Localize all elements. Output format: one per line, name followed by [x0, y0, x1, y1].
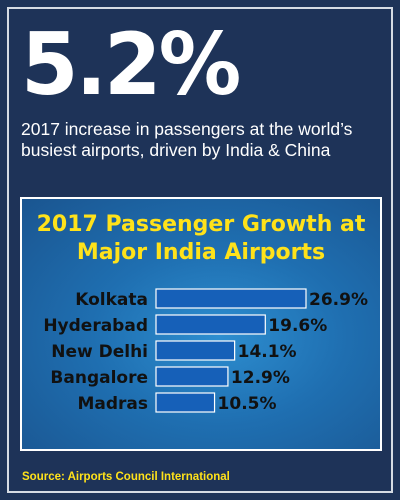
bar: [155, 288, 307, 309]
bar: [155, 366, 229, 387]
category-label: Kolkata: [75, 290, 148, 310]
category-label: Madras: [77, 394, 148, 414]
chart-title-line-2: Major India Airports: [76, 240, 326, 265]
chart-title: 2017 Passenger Growth at Major India Air…: [22, 211, 380, 267]
headline-stat: 5.2%: [21, 15, 241, 115]
value-label: 14.1%: [238, 342, 297, 362]
subheadline: 2017 increase in passengers at the world…: [21, 119, 353, 160]
value-label: 10.5%: [218, 394, 277, 414]
value-label: 26.9%: [309, 290, 368, 310]
chart-panel: 2017 Passenger Growth at Major India Air…: [20, 197, 382, 451]
category-label: New Delhi: [51, 342, 148, 362]
value-label: 19.6%: [268, 316, 327, 336]
value-label: 12.9%: [231, 368, 290, 388]
chart-title-line-1: 2017 Passenger Growth at: [36, 212, 366, 237]
category-label: Hyderabad: [43, 316, 148, 336]
bar-chart: Kolkata 26.9% Hyderabad 19.6% New Delhi 14.1%…: [43, 288, 368, 414]
bar: [155, 314, 266, 335]
bar: [155, 392, 216, 413]
source-note: Source: Airports Council International: [22, 471, 230, 483]
bar: [155, 340, 236, 361]
infographic: 5.2% 2017 increase in passengers at the …: [7, 7, 393, 493]
category-label: Bangalore: [50, 368, 148, 388]
